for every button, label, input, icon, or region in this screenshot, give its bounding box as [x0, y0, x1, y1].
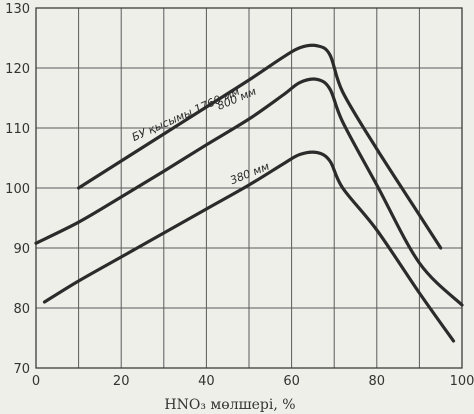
series-line-1 — [77, 43, 443, 250]
y-axis-ticks: 70 80 90 100 110 120 130 — [5, 2, 30, 377]
x-axis-label: HNO₃ мөлшері, % — [164, 397, 295, 413]
chart-grid — [35, 7, 463, 369]
y-tick-label: 80 — [13, 302, 30, 317]
y-tick-label: 90 — [13, 242, 30, 257]
plot-frame — [35, 7, 463, 369]
series-line-2 — [34, 77, 464, 307]
x-tick-label: 60 — [283, 374, 300, 389]
x-axis-ticks: 0 20 40 60 80 100 — [32, 374, 474, 389]
y-tick-label: 110 — [5, 122, 30, 137]
y-tick-label: 130 — [5, 2, 30, 17]
y-tick-label: 100 — [5, 182, 30, 197]
x-tick-label: 100 — [450, 374, 474, 389]
y-tick-label: 120 — [5, 62, 30, 77]
y-tick-label: 70 — [13, 362, 30, 377]
x-tick-label: 80 — [369, 374, 386, 389]
x-tick-label: 20 — [113, 374, 130, 389]
series-group — [34, 43, 464, 343]
series-line-3 — [42, 150, 456, 343]
x-tick-label: 40 — [198, 374, 215, 389]
x-tick-label: 0 — [32, 374, 40, 389]
